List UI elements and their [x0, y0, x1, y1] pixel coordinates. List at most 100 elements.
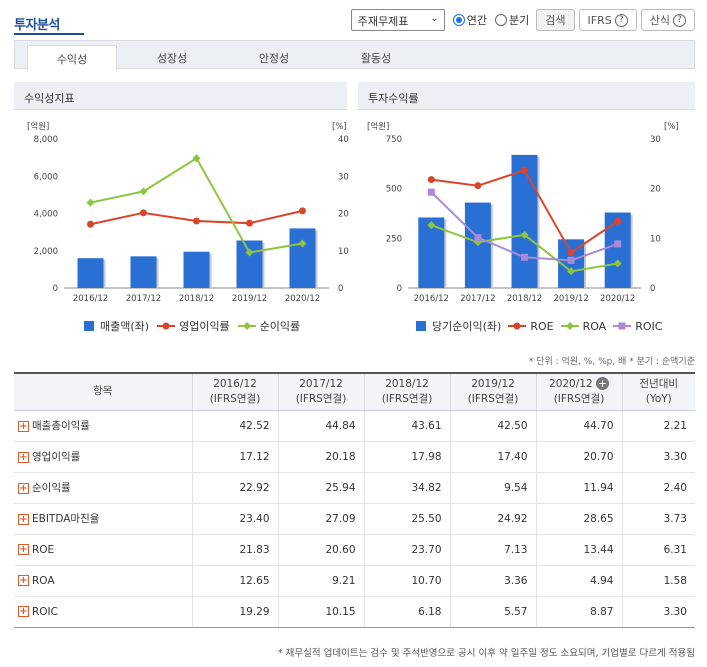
line-marker-icon	[613, 322, 632, 330]
bar	[236, 240, 263, 288]
right-axis-unit: [%]	[664, 122, 679, 132]
statement-select[interactable]: 주재무제표 ⌄	[350, 9, 445, 31]
tab-growth[interactable]: 성장성	[156, 51, 188, 65]
data-point	[86, 198, 95, 207]
controls-bar: 주재무제표 ⌄ 연간 분기 검색 IFRS ? 산식 ?	[350, 9, 695, 31]
data-point	[520, 230, 529, 239]
table-cell: 5.57	[449, 596, 536, 628]
line-marker-icon	[237, 322, 256, 330]
table-cell: 7.13	[449, 534, 536, 566]
formula-button[interactable]: 산식 ?	[640, 9, 695, 31]
line-marker-icon	[508, 322, 527, 330]
expand-row-icon[interactable]: +	[18, 482, 29, 494]
ifrs-button[interactable]: IFRS ?	[578, 9, 637, 31]
x-tick-label: 2018/12	[179, 294, 214, 304]
data-point	[427, 188, 435, 196]
table-cell: 4.94	[535, 565, 622, 597]
x-tick-label: 2019/12	[232, 294, 267, 304]
expand-row-icon[interactable]: +	[18, 513, 29, 525]
table-cell: 6.31	[621, 534, 695, 566]
data-point	[567, 267, 576, 276]
table-cell: 2.40	[621, 472, 695, 504]
row-label-cell: + ROA	[14, 565, 192, 597]
tab-activity[interactable]: 활동성	[360, 51, 392, 65]
expand-row-icon[interactable]: +	[18, 606, 29, 617]
bar	[183, 251, 210, 288]
table-cell: 23.40	[191, 503, 278, 535]
table-cell: 3.73	[621, 503, 695, 535]
data-point	[521, 253, 528, 261]
row-label: ROIC	[32, 605, 58, 618]
y-right-tick-label: 0	[650, 284, 655, 294]
profitability-chart: [억원] [%] 0 2,000 4,000 6,000 8,000 0 10 20 30 40 2…	[27, 121, 349, 304]
x-tick-label: 2017/12	[460, 294, 495, 304]
data-point	[614, 240, 622, 248]
data-point	[193, 217, 200, 225]
tab-profitability[interactable]: 수익성	[27, 45, 117, 71]
bar	[604, 212, 631, 288]
tab-stability[interactable]: 안정성	[258, 51, 290, 65]
radio-quarter[interactable]: 분기	[495, 12, 529, 28]
table-cell: 23.70	[363, 534, 450, 566]
data-point	[298, 239, 307, 248]
expand-row-icon[interactable]: +	[18, 451, 29, 463]
radio-quarter-label: 분기	[509, 14, 530, 27]
row-label-cell: + ROIC	[14, 596, 192, 628]
bar	[511, 154, 538, 288]
profitability-table: 항목 2016/12 (IFRS연결) 2017/12 (IFRS연결) 2018/…	[14, 372, 695, 628]
legend-item: ROA	[582, 319, 607, 333]
radio-annual-label: 연간	[466, 14, 488, 27]
formula-button-label: 산식	[649, 14, 670, 27]
table-cell: 9.54	[449, 472, 536, 504]
radio-checked-icon	[452, 14, 465, 26]
y-left-tick-label: 500	[386, 185, 402, 195]
table-cell: 44.70	[535, 410, 622, 442]
header-line2: (IFRS연결)	[209, 392, 261, 405]
bar-swatch-icon	[84, 321, 94, 331]
table-header-cell: 2017/12 (IFRS연결)	[277, 373, 364, 411]
header-line2: (IFRS연결)	[467, 392, 519, 405]
row-label: 순이익률	[32, 482, 71, 494]
search-button[interactable]: 검색	[536, 9, 575, 31]
expand-row-icon[interactable]: +	[18, 420, 29, 432]
row-label-cell: + 매출총이익률	[14, 410, 192, 442]
row-label: 매출총이익률	[32, 420, 90, 432]
table-header-cell: 항목	[14, 373, 192, 411]
bar	[289, 228, 316, 288]
expand-row-icon[interactable]: +	[18, 575, 29, 586]
bar	[77, 258, 104, 288]
y-right-tick-label: 20	[650, 185, 661, 195]
table-cell: 43.61	[363, 410, 450, 442]
legend-item: 순이익률	[259, 320, 301, 333]
data-point	[140, 209, 147, 217]
table-cell: 1.58	[621, 565, 695, 597]
data-point	[567, 249, 575, 257]
y-right-tick-label: 0	[338, 284, 343, 294]
y-right-tick-label: 10	[338, 247, 349, 257]
x-tick-label: 2016/12	[414, 294, 449, 304]
table-header-cell: 전년대비 (YoY)	[621, 373, 695, 411]
left-chart-legend: 매출액(좌) 영업이익률 순이익률	[84, 318, 300, 334]
right-axis-unit: [%]	[332, 122, 347, 132]
table-cell: 17.40	[449, 441, 536, 473]
data-point	[613, 259, 622, 268]
y-left-tick-label: 4,000	[34, 210, 58, 220]
data-point	[299, 207, 306, 215]
table-cell: 20.70	[535, 441, 622, 473]
table-row: + EBITDA마진율 23.40 27.09 25.50 24.92 28.65 3.73	[14, 503, 695, 535]
legend-item: 당기순이익(좌)	[432, 320, 502, 333]
table-cell: 10.15	[277, 596, 364, 628]
header-line2: (IFRS연결)	[553, 392, 605, 405]
y-right-tick-label: 30	[650, 135, 661, 145]
unit-note: * 단위 : 억원, %, %p, 배 * 분기 : 순액기준	[528, 357, 695, 367]
row-label: 영업이익률	[32, 451, 81, 463]
tab-bar: 수익성 성장성 안정성 활동성	[14, 40, 695, 71]
expand-plus-icon[interactable]: +	[595, 376, 609, 390]
radio-annual[interactable]: 연간	[452, 12, 488, 28]
expand-row-icon[interactable]: +	[18, 544, 29, 555]
left-axis-unit: [억원]	[27, 121, 49, 132]
table-cell: 44.84	[277, 410, 364, 442]
row-label-cell: + 영업이익률	[14, 441, 192, 473]
table-cell: 3.30	[621, 596, 695, 628]
data-point	[567, 256, 575, 264]
